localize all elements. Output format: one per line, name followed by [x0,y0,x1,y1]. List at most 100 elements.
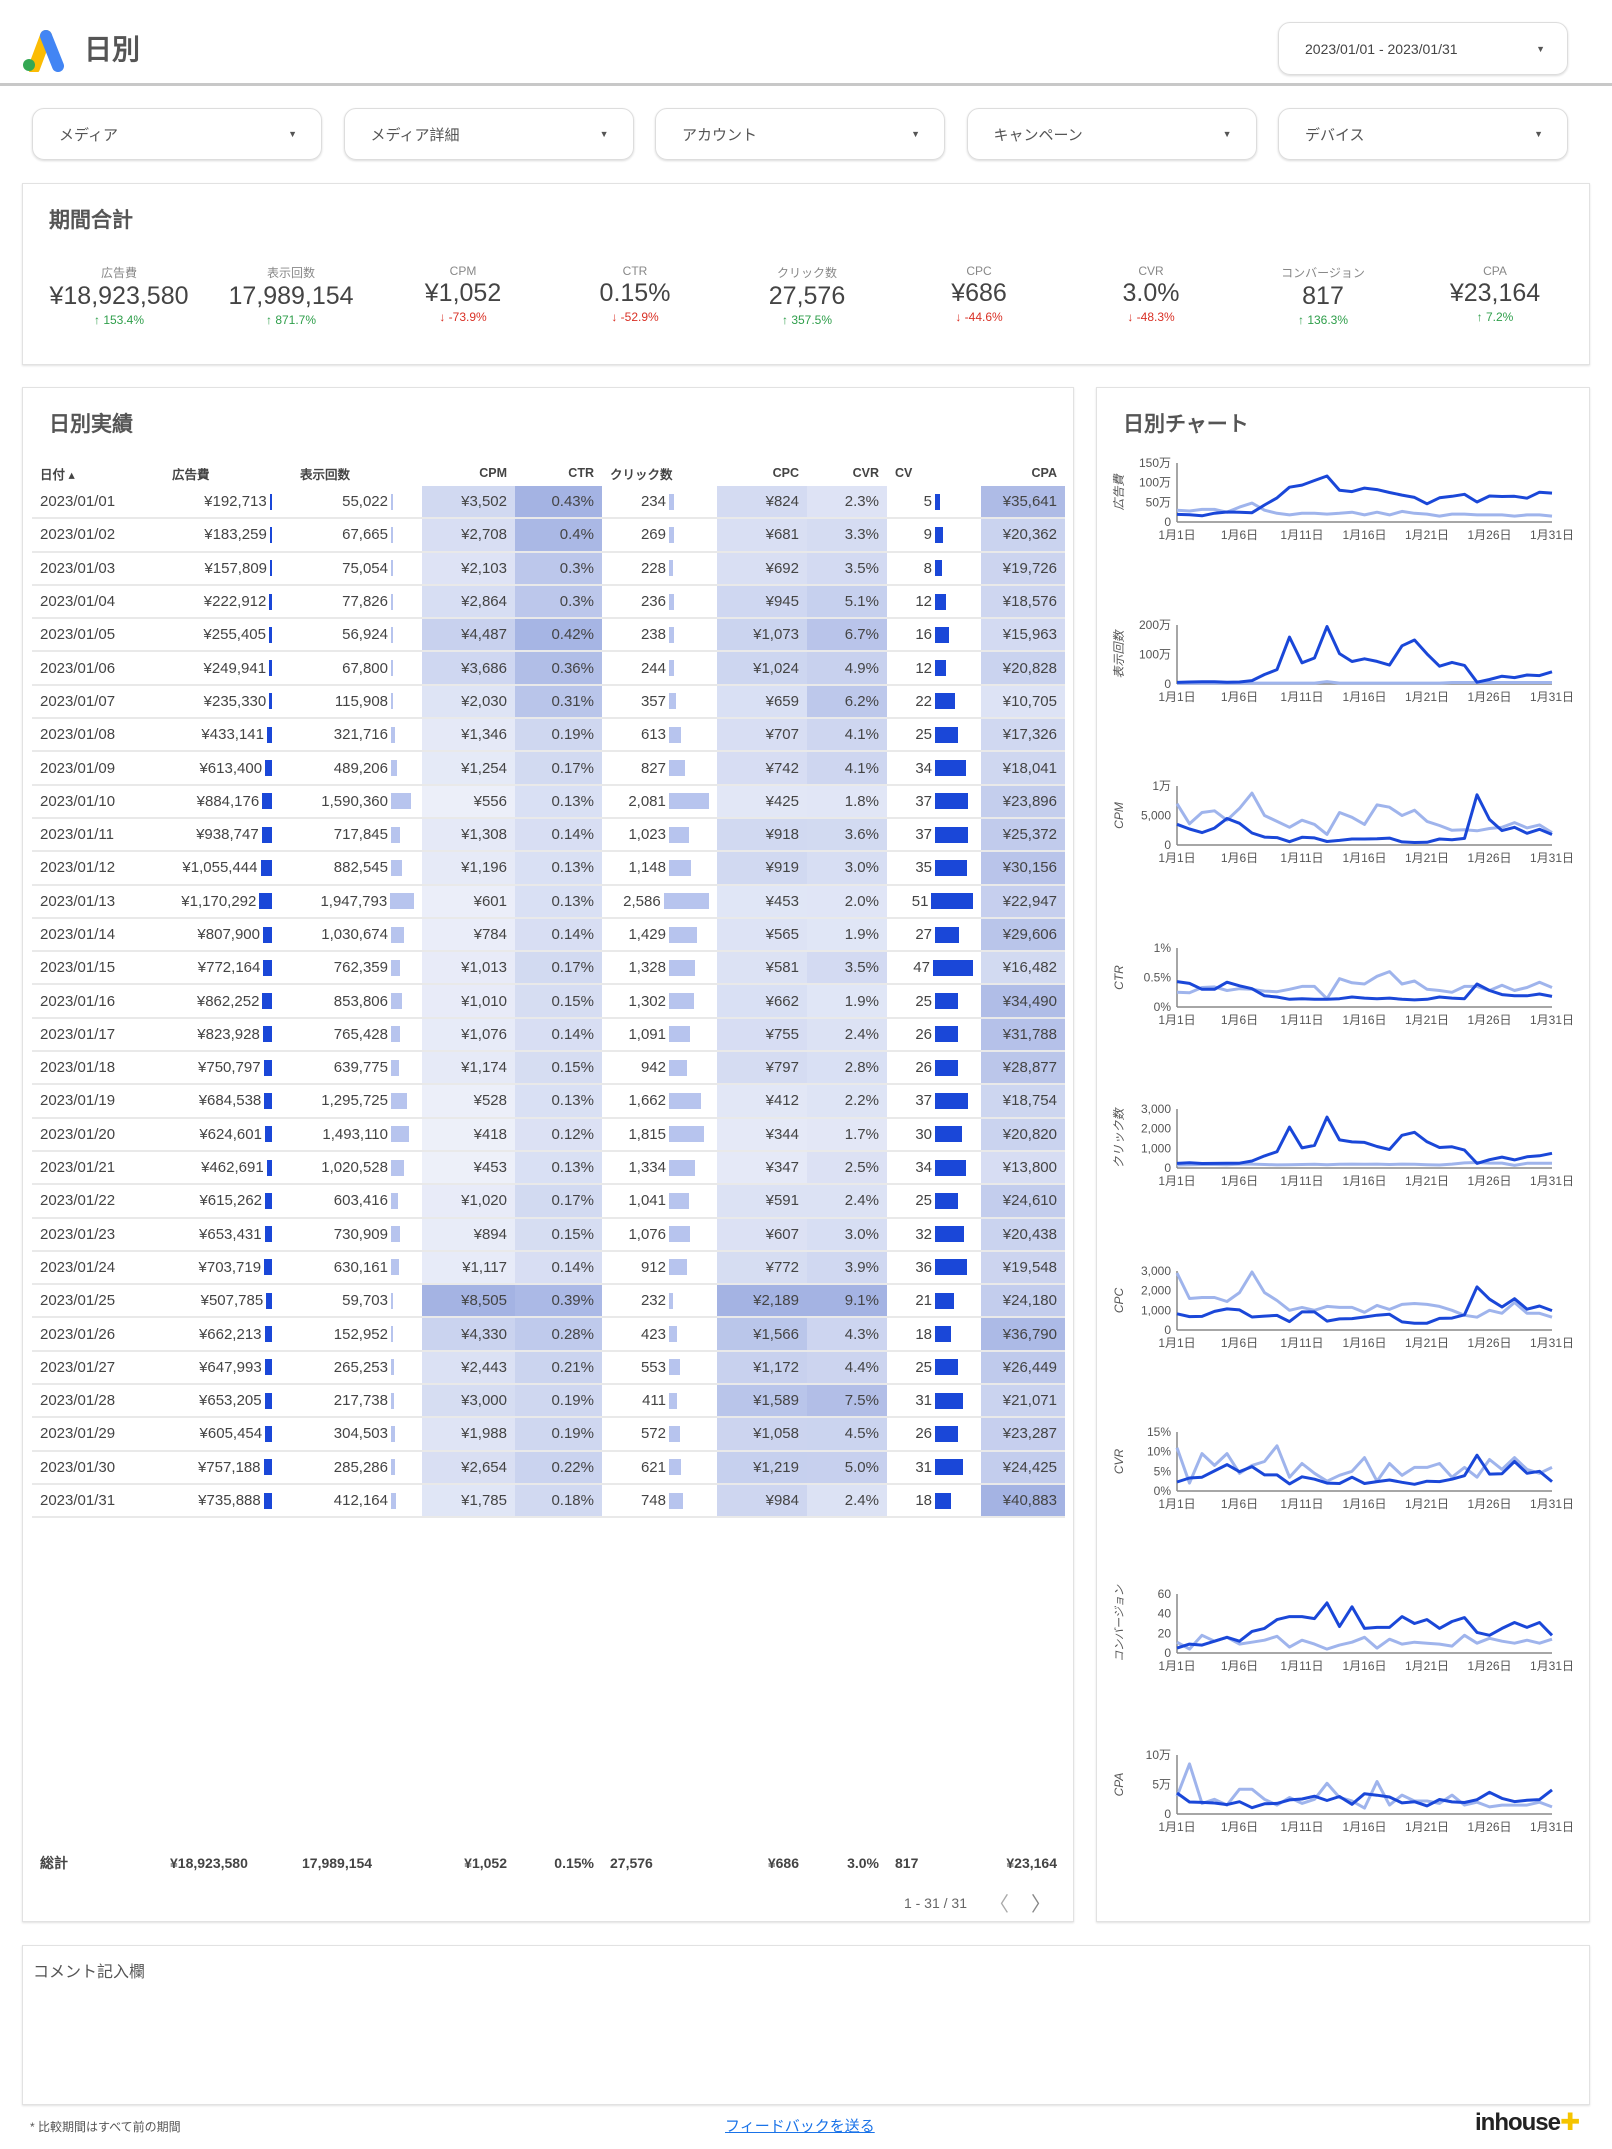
cell-value: 1,493,110 [322,1125,388,1143]
cell-value: 77,826 [342,593,388,611]
chart-4: クリック数 0 1,000 2,000 3,000 1月1日 1月6日 1月11日 1月16日 1… [1112,1102,1574,1188]
table-cell: 2023/01/10 [32,786,142,817]
table-cell: 4.3% [807,1318,887,1350]
table-cell: ¥581 [717,952,807,984]
cell-value: 765,428 [333,1025,388,1043]
cell-bar [391,1359,395,1376]
table-cell: ¥8,505 [422,1285,515,1317]
filter-label: メディア [59,126,118,144]
feedback-link[interactable]: フィードバックを送る [725,2118,875,2135]
cell-value: ¥1,589 [753,1392,799,1410]
table-cell: 1,334 [602,1152,717,1183]
table-cell: 2023/01/27 [32,1352,142,1383]
x-tick-label: 1月16日 [1342,1013,1386,1027]
table-cell: 0.14% [515,818,602,851]
x-tick-label: 1月6日 [1221,851,1258,865]
cell-bar [391,726,395,743]
cell-value: 0.36% [551,659,594,677]
comment-card[interactable]: コメント記入欄 [22,1945,1590,2105]
cell-bar [391,693,393,710]
table-row: 2023/01/25 ¥507,785 59,703 ¥8,505 0.39% 232 ¥2… [32,1285,1065,1319]
cell-value: 2.4% [844,1492,879,1510]
filter-dropdown-0[interactable]: メディア ▼ [32,108,322,160]
cell-value: ¥615,262 [199,1192,263,1210]
daily-table-card: 日別実績 日付 ▴ 広告費 表示回数 CPM CTR クリック数 CPC CVR CV CPA 20… [22,387,1074,1922]
cell-bar [263,1492,272,1509]
cell-value: 1,148 [628,859,666,877]
cell-bar [267,726,272,743]
column-header[interactable]: クリック数 [610,467,673,482]
kpi-label: CPA [1483,264,1507,278]
table-row: 2023/01/26 ¥662,213 152,952 ¥4,330 0.28% 423 ¥… [32,1318,1065,1352]
kpi-7: コンバージョン 817 ↑ 136.3% [1237,264,1409,327]
table-cell: 25 [887,1352,981,1383]
column-header[interactable]: 日付 ▴ [40,467,75,482]
date-range-picker[interactable]: 2023/01/01 - 2023/01/31 ▼ [1278,22,1568,75]
column-header[interactable]: 広告費 [172,467,210,482]
table-cell: 16 [887,619,981,650]
next-page-icon[interactable]: 〉 [1031,1894,1051,1916]
column-header[interactable]: 表示回数 [300,467,351,482]
cell-value: 51 [911,892,929,910]
table-cell: 0.3% [515,552,602,584]
x-tick-label: 1月21日 [1405,1174,1449,1188]
prev-page-icon[interactable]: 〈 [989,1894,1009,1916]
cell-value: ¥1,346 [461,726,507,744]
column-header[interactable]: CPC [772,466,799,480]
table-cell: 37 [887,1085,981,1116]
table-cell: 1,302 [602,985,717,1016]
table-cell: ¥40,883 [981,1484,1065,1517]
filter-dropdown-1[interactable]: メディア詳細 ▼ [343,108,634,160]
table-cell: 2023/01/07 [32,686,142,717]
table-cell: ¥823,928 [142,1019,280,1050]
filter-dropdown-2[interactable]: アカウント ▼ [655,108,945,160]
cell-value: 0.14% [551,1258,594,1276]
cell-bar [935,626,950,643]
table-cell: ¥412 [717,1085,807,1117]
chart-card: 日別チャート 広告費 0 50万 100万 150万 1月1日 1月6日 1月11日 1月16日… [1096,387,1590,1922]
table-cell: 2023/01/17 [32,1019,142,1050]
table-cell: 75,054 [280,553,422,584]
column-header[interactable]: CVR [852,466,879,480]
x-tick-label: 1月16日 [1342,690,1386,704]
x-tick-label: 1月26日 [1467,1013,1511,1027]
table-cell: 2023/01/28 [32,1385,142,1416]
table-cell: ¥22,947 [981,885,1065,917]
table-cell: 31 [887,1385,981,1416]
filter-dropdown-4[interactable]: デバイス ▼ [1278,108,1568,160]
table-cell: 0.3% [515,585,602,618]
table-cell: 30 [887,1119,981,1150]
table-cell: 2,081 [602,786,717,817]
y-axis-title: コンバージョン [1113,1584,1126,1662]
column-header[interactable]: CV [895,466,913,480]
table-cell: 32 [887,1219,981,1250]
cell-value: ¥30,156 [1002,859,1057,877]
table-cell: ¥1,117 [422,1251,515,1284]
table-cell: 1,023 [602,819,717,850]
cell-bar [390,893,414,910]
table-cell: ¥2,443 [422,1351,515,1384]
y-tick-label: 0 [1164,1161,1171,1175]
x-tick-label: 1月21日 [1405,1336,1449,1350]
cell-bar [269,660,272,677]
cell-value: 32 [915,1225,932,1243]
cell-bar [669,1026,691,1043]
table-cell: ¥2,189 [717,1285,807,1317]
column-header[interactable]: CPA [1031,466,1057,480]
cell-bar [935,1092,969,1109]
filter-dropdown-3[interactable]: キャンペーン ▼ [966,108,1257,160]
cell-value: 2.2% [844,1092,879,1110]
arrow-down-icon: ↓ [611,310,621,324]
kpi-change-value: 871.7% [275,313,317,327]
cell-value: 730,909 [333,1225,388,1243]
y-axis-title: CVR [1112,1449,1126,1475]
table-cell: ¥28,877 [981,1052,1065,1084]
cell-value: 0.17% [551,759,594,777]
cell-value: 2023/01/15 [40,959,116,977]
table-cell: ¥157,809 [142,553,280,584]
column-header[interactable]: CPM [479,466,507,480]
cell-bar [669,926,697,943]
table-cell: ¥3,000 [422,1385,515,1417]
cell-bar [391,626,393,643]
column-header[interactable]: CTR [568,466,594,480]
